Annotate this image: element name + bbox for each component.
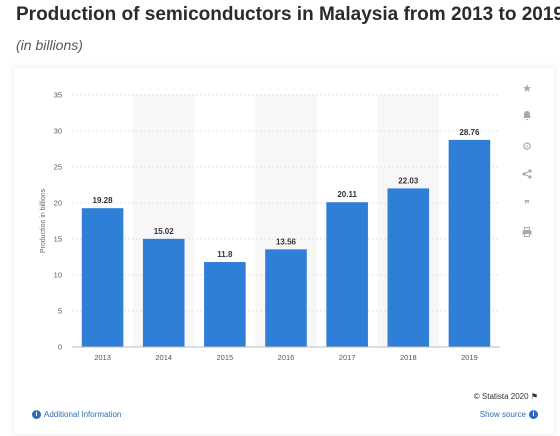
- bar[interactable]: [142, 238, 185, 347]
- chart-card: 19.28 15.02 11.8 13.56 20.11 22.03 28.76 0 5 10 1…: [14, 68, 554, 434]
- y-tick-label: 10: [54, 271, 62, 280]
- info-icon: i: [32, 410, 41, 420]
- star-icon[interactable]: ★: [522, 83, 532, 95]
- x-tick-label: 2019: [461, 353, 478, 362]
- share-icon[interactable]: [514, 163, 540, 189]
- data-label: 20.11: [337, 190, 357, 199]
- data-label: 13.56: [276, 237, 297, 246]
- data-label: 11.8: [217, 250, 233, 259]
- chart-subtitle: (in billions): [16, 37, 83, 53]
- data-label: 19.28: [93, 196, 114, 205]
- quote-icon[interactable]: ❞: [524, 199, 530, 211]
- additional-information-link[interactable]: i Additional Information: [32, 410, 122, 420]
- show-source-link[interactable]: Show source i: [479, 410, 538, 420]
- y-tick-label: 35: [54, 91, 62, 100]
- x-tick-label: 2016: [278, 353, 295, 362]
- show-source-label: Show source: [479, 410, 526, 419]
- chart-title: Production of semiconductors in Malaysia…: [16, 4, 560, 25]
- y-tick-label: 20: [54, 199, 62, 208]
- y-tick-label: 25: [54, 163, 62, 172]
- info-icon: i: [529, 410, 538, 420]
- gear-icon[interactable]: ⚙: [522, 141, 532, 153]
- y-axis-title: Production in billions: [40, 188, 47, 253]
- x-tick-label: 2014: [155, 353, 172, 362]
- y-tick-label: 0: [58, 343, 62, 352]
- bar[interactable]: [204, 262, 246, 347]
- y-tick-label: 30: [54, 127, 62, 136]
- data-label: 28.76: [459, 128, 480, 137]
- x-tick-label: 2015: [217, 353, 234, 362]
- bar[interactable]: [81, 208, 124, 347]
- y-tick-label: 15: [54, 235, 62, 244]
- bar[interactable]: [265, 249, 307, 347]
- side-toolbar: ★ ⚙ ❞: [514, 76, 544, 250]
- additional-information-label: Additional Information: [44, 410, 122, 419]
- data-label: 22.03: [398, 176, 419, 185]
- x-tick-label: 2017: [339, 353, 356, 362]
- copyright: © Statista 2020 ⚑: [474, 392, 538, 401]
- x-tick-label: 2013: [94, 353, 111, 362]
- copyright-text: © Statista 2020: [473, 392, 529, 401]
- data-label: 15.02: [154, 227, 175, 236]
- bar[interactable]: [326, 202, 368, 347]
- x-tick-label: 2018: [400, 353, 417, 362]
- bar[interactable]: [448, 139, 491, 347]
- y-tick-label: 5: [58, 307, 62, 316]
- bar[interactable]: [387, 188, 430, 347]
- chart-svg: 19.28 15.02 11.8 13.56 20.11 22.03 28.76 0 5 10 1…: [40, 91, 500, 362]
- print-icon[interactable]: [514, 221, 540, 247]
- flag-icon: ⚑: [530, 392, 538, 401]
- bell-icon[interactable]: [514, 105, 540, 131]
